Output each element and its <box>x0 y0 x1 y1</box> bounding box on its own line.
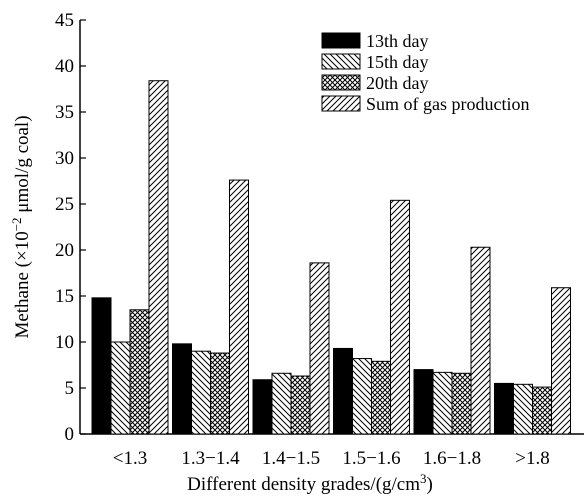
legend-label: Sum of gas production <box>366 94 530 114</box>
bar <box>513 383 533 435</box>
bar <box>551 287 571 435</box>
y-tick-label: 15 <box>55 286 74 307</box>
bar <box>309 262 330 435</box>
bar <box>432 371 453 435</box>
bar <box>148 80 169 435</box>
legend-swatch <box>321 95 361 112</box>
bar <box>172 343 192 435</box>
y-tick-label: 0 <box>65 424 75 445</box>
y-tick-label: 5 <box>65 378 75 399</box>
bar <box>333 347 353 435</box>
legend-swatch <box>321 53 361 70</box>
x-axis-title: Different density grades/(g/cm3) <box>187 471 433 495</box>
x-tick-label: 1.3−1.4 <box>181 448 240 469</box>
bar <box>252 379 273 435</box>
bar <box>271 372 292 435</box>
x-tick-label: 1.6−1.8 <box>423 448 481 469</box>
bar <box>532 386 552 435</box>
legend-label: 13th day <box>366 31 429 51</box>
y-tick-label: 45 <box>55 10 74 31</box>
bars <box>91 80 571 435</box>
plot-area: 0 5 10 15 20 25 30 35 40 45 <1.3 1.3−1.4 1.4−1.5 1.5… <box>55 10 584 469</box>
bar <box>210 352 230 435</box>
y-tick-label: 10 <box>55 332 74 353</box>
y-tick-label: 20 <box>55 240 74 261</box>
bar <box>494 382 514 435</box>
x-tick-label: <1.3 <box>113 448 147 469</box>
y-tick-label: 25 <box>55 194 74 215</box>
bar <box>451 372 472 435</box>
bar <box>110 341 131 435</box>
x-tick-label: 1.4−1.5 <box>262 448 320 469</box>
y-tick-label: 35 <box>55 102 74 123</box>
bar <box>413 369 434 435</box>
bar <box>290 375 311 435</box>
y-tick-label: 30 <box>55 148 74 169</box>
x-tick-labels: <1.3 1.3−1.4 1.4−1.5 1.5−1.6 1.6−1.8 >1.8 <box>113 448 550 469</box>
bar <box>191 350 211 435</box>
x-tick-label: 1.5−1.6 <box>342 448 400 469</box>
bar <box>470 246 491 435</box>
legend-label: 20th day <box>366 73 429 93</box>
legend-swatch <box>321 32 361 49</box>
bar <box>352 358 372 435</box>
y-tick-label: 40 <box>55 56 74 77</box>
legend-swatch <box>321 74 361 91</box>
y-axis-title: Methane (×10−2 μmol/g coal) <box>9 115 33 338</box>
y-ticks: 0 5 10 15 20 25 30 35 40 45 <box>55 10 86 445</box>
x-tick-label: >1.8 <box>515 448 549 469</box>
bar <box>129 309 150 435</box>
bar <box>371 360 391 435</box>
legend-label: 15th day <box>366 52 429 72</box>
bar <box>390 199 410 435</box>
bar <box>91 297 112 435</box>
bar <box>229 179 249 435</box>
